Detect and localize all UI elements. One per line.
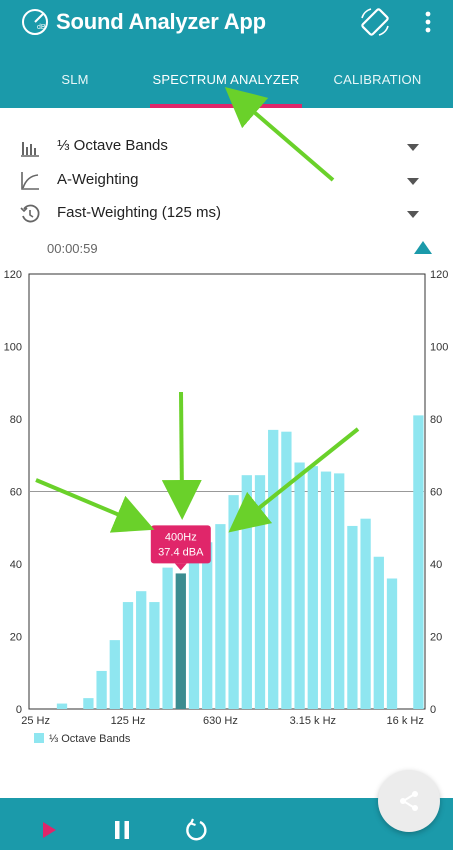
app-bar: dB Sound Analyzer App SLM SPECTRUM ANALY… (0, 0, 453, 108)
spectrum-bar (320, 471, 332, 709)
curve-icon (21, 172, 39, 190)
y-tick-label-left: 60 (10, 487, 22, 499)
weighting-selector[interactable]: A-Weighting (0, 166, 453, 196)
spectrum-bar (241, 475, 252, 709)
spectrum-bar (175, 573, 186, 709)
tab-calibration[interactable]: CALIBRATION (333, 72, 422, 87)
tab-spectrum-analyzer[interactable]: SPECTRUM ANALYZER (152, 72, 300, 87)
active-tab-indicator (150, 104, 302, 108)
x-tick-label: 16 k Hz (387, 715, 424, 727)
time-weighting-label: Fast-Weighting (125 ms) (57, 204, 221, 221)
y-tick-label-left: 120 (4, 269, 22, 281)
spectrum-bar (334, 473, 345, 709)
pause-icon[interactable] (110, 818, 134, 842)
x-tick-label: 3.15 k Hz (290, 715, 336, 727)
collapse-up-icon[interactable] (414, 241, 432, 254)
y-tick-label-right: 20 (430, 632, 442, 644)
y-tick-label-right: 120 (430, 269, 448, 281)
spectrum-bar (56, 703, 68, 709)
spectrum-bar (109, 640, 120, 709)
screen-rotation-icon[interactable] (359, 6, 391, 38)
spectrum-bar (162, 567, 173, 709)
tooltip-level: 37.4 dBA (158, 546, 204, 558)
spectrum-bar (228, 495, 239, 709)
play-icon[interactable] (38, 818, 62, 842)
tooltip-frequency: 400Hz (165, 531, 197, 543)
weighting-label: A-Weighting (57, 171, 139, 188)
spectrum-bar (136, 591, 147, 709)
y-tick-label-right: 40 (430, 559, 442, 571)
y-tick-label-right: 0 (430, 704, 436, 716)
history-icon (20, 204, 40, 223)
y-tick-label-left: 40 (10, 559, 22, 571)
chevron-down-icon (407, 178, 419, 185)
spectrum-bar (294, 462, 305, 709)
spectrum-bar (215, 524, 226, 709)
spectrum-bar (254, 475, 266, 709)
spectrum-bar (96, 670, 107, 709)
share-button[interactable] (378, 770, 440, 832)
elapsed-time: 00:00:59 (47, 241, 98, 256)
svg-text:dB: dB (37, 24, 46, 31)
spectrum-bar (149, 602, 160, 709)
x-tick-label: 630 Hz (203, 715, 238, 727)
bar-chart-icon (21, 142, 39, 157)
y-tick-label-left: 20 (10, 632, 22, 644)
spectrum-bar (360, 518, 371, 709)
y-tick-label-left: 80 (10, 414, 22, 426)
spectrum-bar (307, 466, 318, 709)
spectrum-bar (413, 415, 424, 709)
spectrum-bar (347, 525, 358, 709)
y-tick-label-right: 100 (430, 342, 448, 354)
share-icon (400, 791, 418, 811)
tab-slm[interactable]: SLM (61, 72, 89, 87)
y-tick-label-right: 60 (430, 487, 442, 499)
y-tick-label-left: 0 (16, 704, 22, 716)
time-weighting-selector[interactable]: Fast-Weighting (125 ms) (0, 199, 453, 229)
bottom-bar (0, 798, 453, 850)
spectrum-bar (281, 431, 292, 709)
app-logo-icon: dB (22, 9, 48, 35)
spectrum-bar (373, 556, 384, 709)
chevron-down-icon (407, 211, 419, 218)
y-tick-label-right: 80 (430, 414, 442, 426)
more-options-icon[interactable] (418, 10, 438, 34)
spectrum-bar (268, 429, 279, 709)
tooltip-pointer (174, 563, 187, 571)
spectrum-chart: 0 0 20 20 40 40 60 60 80 80 100 100 120 120 25 Hz 125 H… (4, 269, 449, 745)
band-mode-selector[interactable]: ⅓ Octave Bands (0, 132, 453, 162)
spectrum-bar (188, 562, 200, 709)
legend-swatch (34, 733, 44, 743)
replay-icon[interactable] (184, 818, 208, 842)
value-tooltip (150, 525, 211, 564)
legend-label: ⅓ Octave Bands (49, 733, 131, 745)
app-title: Sound Analyzer App (56, 9, 266, 34)
spectrum-bar (83, 698, 94, 709)
x-tick-label: 125 Hz (111, 715, 146, 727)
band-mode-label: ⅓ Octave Bands (57, 137, 168, 154)
x-tick-label: 25 Hz (21, 715, 50, 727)
y-tick-label-left: 100 (4, 342, 22, 354)
spectrum-bar (122, 602, 134, 709)
spectrum-bar (202, 542, 213, 709)
chevron-down-icon (407, 144, 419, 151)
spectrum-bar (386, 578, 398, 709)
